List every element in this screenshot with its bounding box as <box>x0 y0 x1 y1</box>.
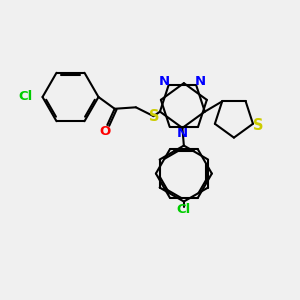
Text: N: N <box>195 75 206 88</box>
Text: S: S <box>253 118 263 133</box>
Text: N: N <box>177 127 188 140</box>
Text: O: O <box>99 125 111 138</box>
Text: Cl: Cl <box>177 203 191 216</box>
Text: Cl: Cl <box>19 90 33 103</box>
Text: N: N <box>159 75 170 88</box>
Text: S: S <box>149 109 160 124</box>
